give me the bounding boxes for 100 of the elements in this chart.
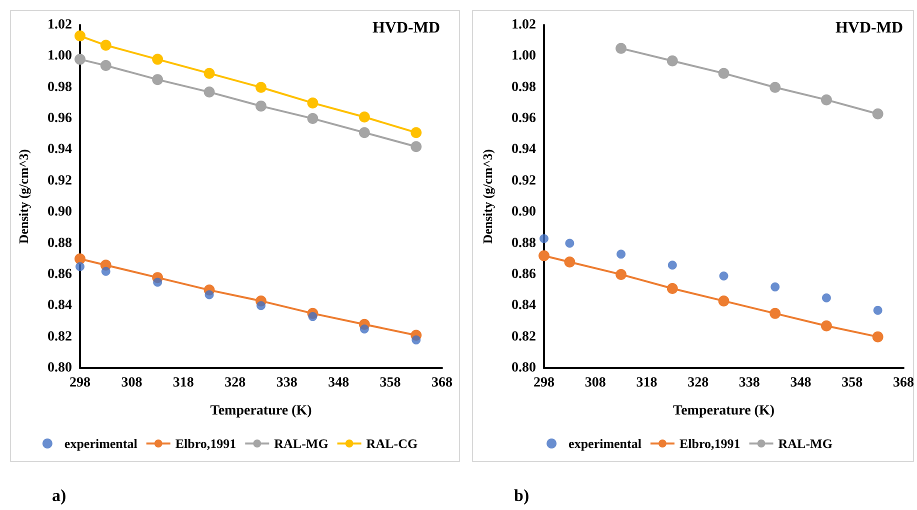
- x-tick-label: 348: [328, 376, 350, 390]
- point: [616, 42, 627, 54]
- x-tick-label: 298: [534, 376, 554, 390]
- x-tick-label: 358: [842, 376, 863, 390]
- point: [204, 86, 215, 98]
- y-tick-label: 0.88: [512, 236, 536, 251]
- point: [666, 282, 678, 294]
- point: [770, 82, 781, 93]
- point: [616, 250, 626, 259]
- y-tick-label: 0.86: [512, 266, 536, 282]
- point: [719, 272, 728, 281]
- legend-label: RAL-MG: [274, 436, 328, 451]
- point: [718, 295, 730, 306]
- point: [152, 54, 164, 65]
- y-tick-label: 0.88: [48, 236, 72, 251]
- x-tick-label: 318: [636, 376, 658, 390]
- point: [360, 324, 369, 334]
- x-tick-label: 318: [172, 376, 194, 390]
- point: [307, 113, 318, 124]
- x-tick-label: 308: [121, 376, 142, 390]
- point: [358, 111, 370, 122]
- y-tick-label: 0.82: [512, 329, 536, 344]
- y-axis-title: Density (g/cm^3): [16, 149, 31, 244]
- y-axis-title: Density (g/cm^3): [480, 149, 495, 244]
- x-tick-label: 328: [688, 376, 709, 390]
- point: [204, 290, 214, 300]
- legend-label: Elbro,1991: [679, 436, 740, 451]
- point: [718, 68, 730, 79]
- y-tick-label: 0.96: [48, 111, 72, 126]
- y-tick-label: 0.90: [48, 204, 72, 220]
- point: [873, 306, 882, 315]
- text: b): [514, 486, 530, 505]
- y-tick-label: 0.86: [48, 266, 72, 282]
- y-tick-label: 0.84: [48, 298, 72, 314]
- y-tick-label: 0.98: [512, 80, 536, 95]
- point: [74, 54, 86, 65]
- point: [565, 238, 574, 248]
- legend-label: Elbro,1991: [175, 436, 236, 451]
- y-tick-label: 0.90: [512, 204, 536, 220]
- point: [410, 127, 422, 138]
- y-tick-label: 0.80: [512, 360, 536, 376]
- point: [872, 331, 884, 342]
- point: [100, 60, 112, 72]
- point: [668, 260, 677, 270]
- point: [616, 268, 627, 280]
- x-tick-label: 338: [276, 376, 298, 390]
- y-tick-label: 0.94: [512, 142, 536, 158]
- point: [76, 262, 84, 272]
- point: [307, 97, 318, 108]
- y-tick-label: 0.82: [48, 329, 72, 344]
- legend-label: RAL-MG: [778, 436, 832, 451]
- y-tick-label: 1.02: [512, 18, 536, 32]
- point: [770, 308, 781, 319]
- x-tick-label: 348: [790, 376, 812, 390]
- point: [538, 250, 550, 262]
- y-tick-label: 0.84: [512, 298, 536, 314]
- point: [564, 256, 576, 268]
- legend-label: experimental: [568, 436, 642, 451]
- x-tick-label: 298: [70, 376, 90, 390]
- legend-label: RAL-CG: [366, 436, 418, 451]
- x-axis-title: Temperature (K): [673, 404, 775, 418]
- y-tick-label: 1.00: [512, 48, 536, 64]
- x-tick-label: 328: [224, 376, 246, 390]
- x-axis-title: Temperature (K): [210, 404, 312, 418]
- point: [256, 100, 266, 112]
- point: [412, 335, 421, 344]
- point: [822, 293, 831, 302]
- point: [256, 82, 266, 93]
- x-tick-label: 308: [584, 376, 606, 390]
- y-tick-label: 0.92: [512, 173, 536, 188]
- point: [358, 127, 370, 138]
- x-tick-label: 368: [432, 376, 452, 390]
- y-tick-label: 0.98: [48, 80, 72, 95]
- y-tick-label: 1.00: [48, 48, 72, 64]
- point: [100, 40, 112, 51]
- point: [820, 94, 832, 106]
- point: [153, 278, 162, 287]
- point: [152, 74, 164, 86]
- point: [74, 30, 86, 42]
- point: [872, 108, 884, 120]
- point: [410, 141, 422, 152]
- y-tick-label: 1.02: [48, 18, 72, 32]
- y-tick-label: 0.94: [48, 142, 72, 158]
- annotation: HVD-MD: [835, 20, 904, 36]
- y-tick-label: 0.92: [48, 173, 72, 188]
- x-tick-label: 338: [738, 376, 760, 390]
- x-tick-label: 368: [893, 376, 914, 390]
- point: [256, 301, 266, 310]
- point: [666, 55, 678, 66]
- text: a): [52, 486, 66, 505]
- y-tick-label: 0.96: [512, 111, 536, 126]
- legend-label: experimental: [64, 436, 138, 451]
- point: [204, 68, 215, 79]
- point: [308, 312, 318, 322]
- point: [770, 282, 780, 292]
- annotation: HVD-MD: [372, 20, 440, 36]
- point: [101, 266, 110, 276]
- point: [820, 320, 832, 332]
- y-tick-label: 0.80: [48, 360, 72, 376]
- x-tick-label: 358: [380, 376, 401, 390]
